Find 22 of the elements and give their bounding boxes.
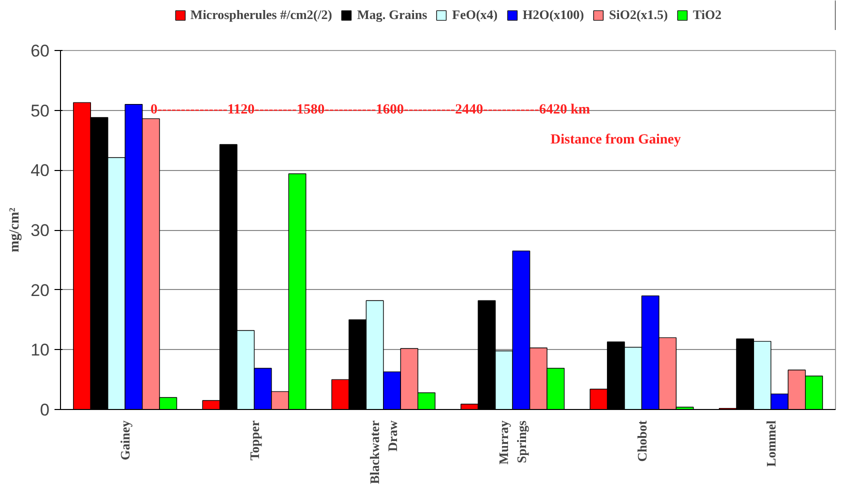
legend-label: SiO2(x1.5): [609, 7, 668, 23]
x-tick-label: Topper: [246, 420, 262, 460]
legend-label: H2O(x100): [522, 7, 584, 23]
y-tick-label: 0: [40, 400, 50, 420]
x-tick-label: Murray Springs: [496, 420, 530, 465]
legend-label: Mag. Grains: [357, 7, 428, 23]
y-tick-label: 60: [30, 42, 50, 60]
x-tick-label: Gainey: [118, 420, 133, 460]
y-tick-label: 20: [30, 280, 50, 300]
y-axis-title: mg/cm²: [8, 208, 23, 252]
legend-label: Microspherules #/cm2(/2): [190, 7, 332, 23]
annotation: 0---------------1120---------1580-----------1600-----------2440------------6420 km: [150, 102, 590, 118]
legend-label: TiO2: [692, 7, 722, 23]
y-tick-label: 10: [30, 340, 50, 360]
y-tick-label: 40: [30, 161, 50, 180]
x-tick-label: Lommel: [763, 420, 778, 467]
annotation: Distance from Gainey: [550, 132, 681, 148]
legend-label: FeO(x4): [452, 7, 498, 23]
y-tick-label: 30: [30, 221, 50, 240]
x-tick-label: Blackwater Draw: [366, 420, 400, 484]
x-tick-label: Chobot: [634, 420, 650, 462]
y-tick-label: 50: [30, 101, 50, 120]
